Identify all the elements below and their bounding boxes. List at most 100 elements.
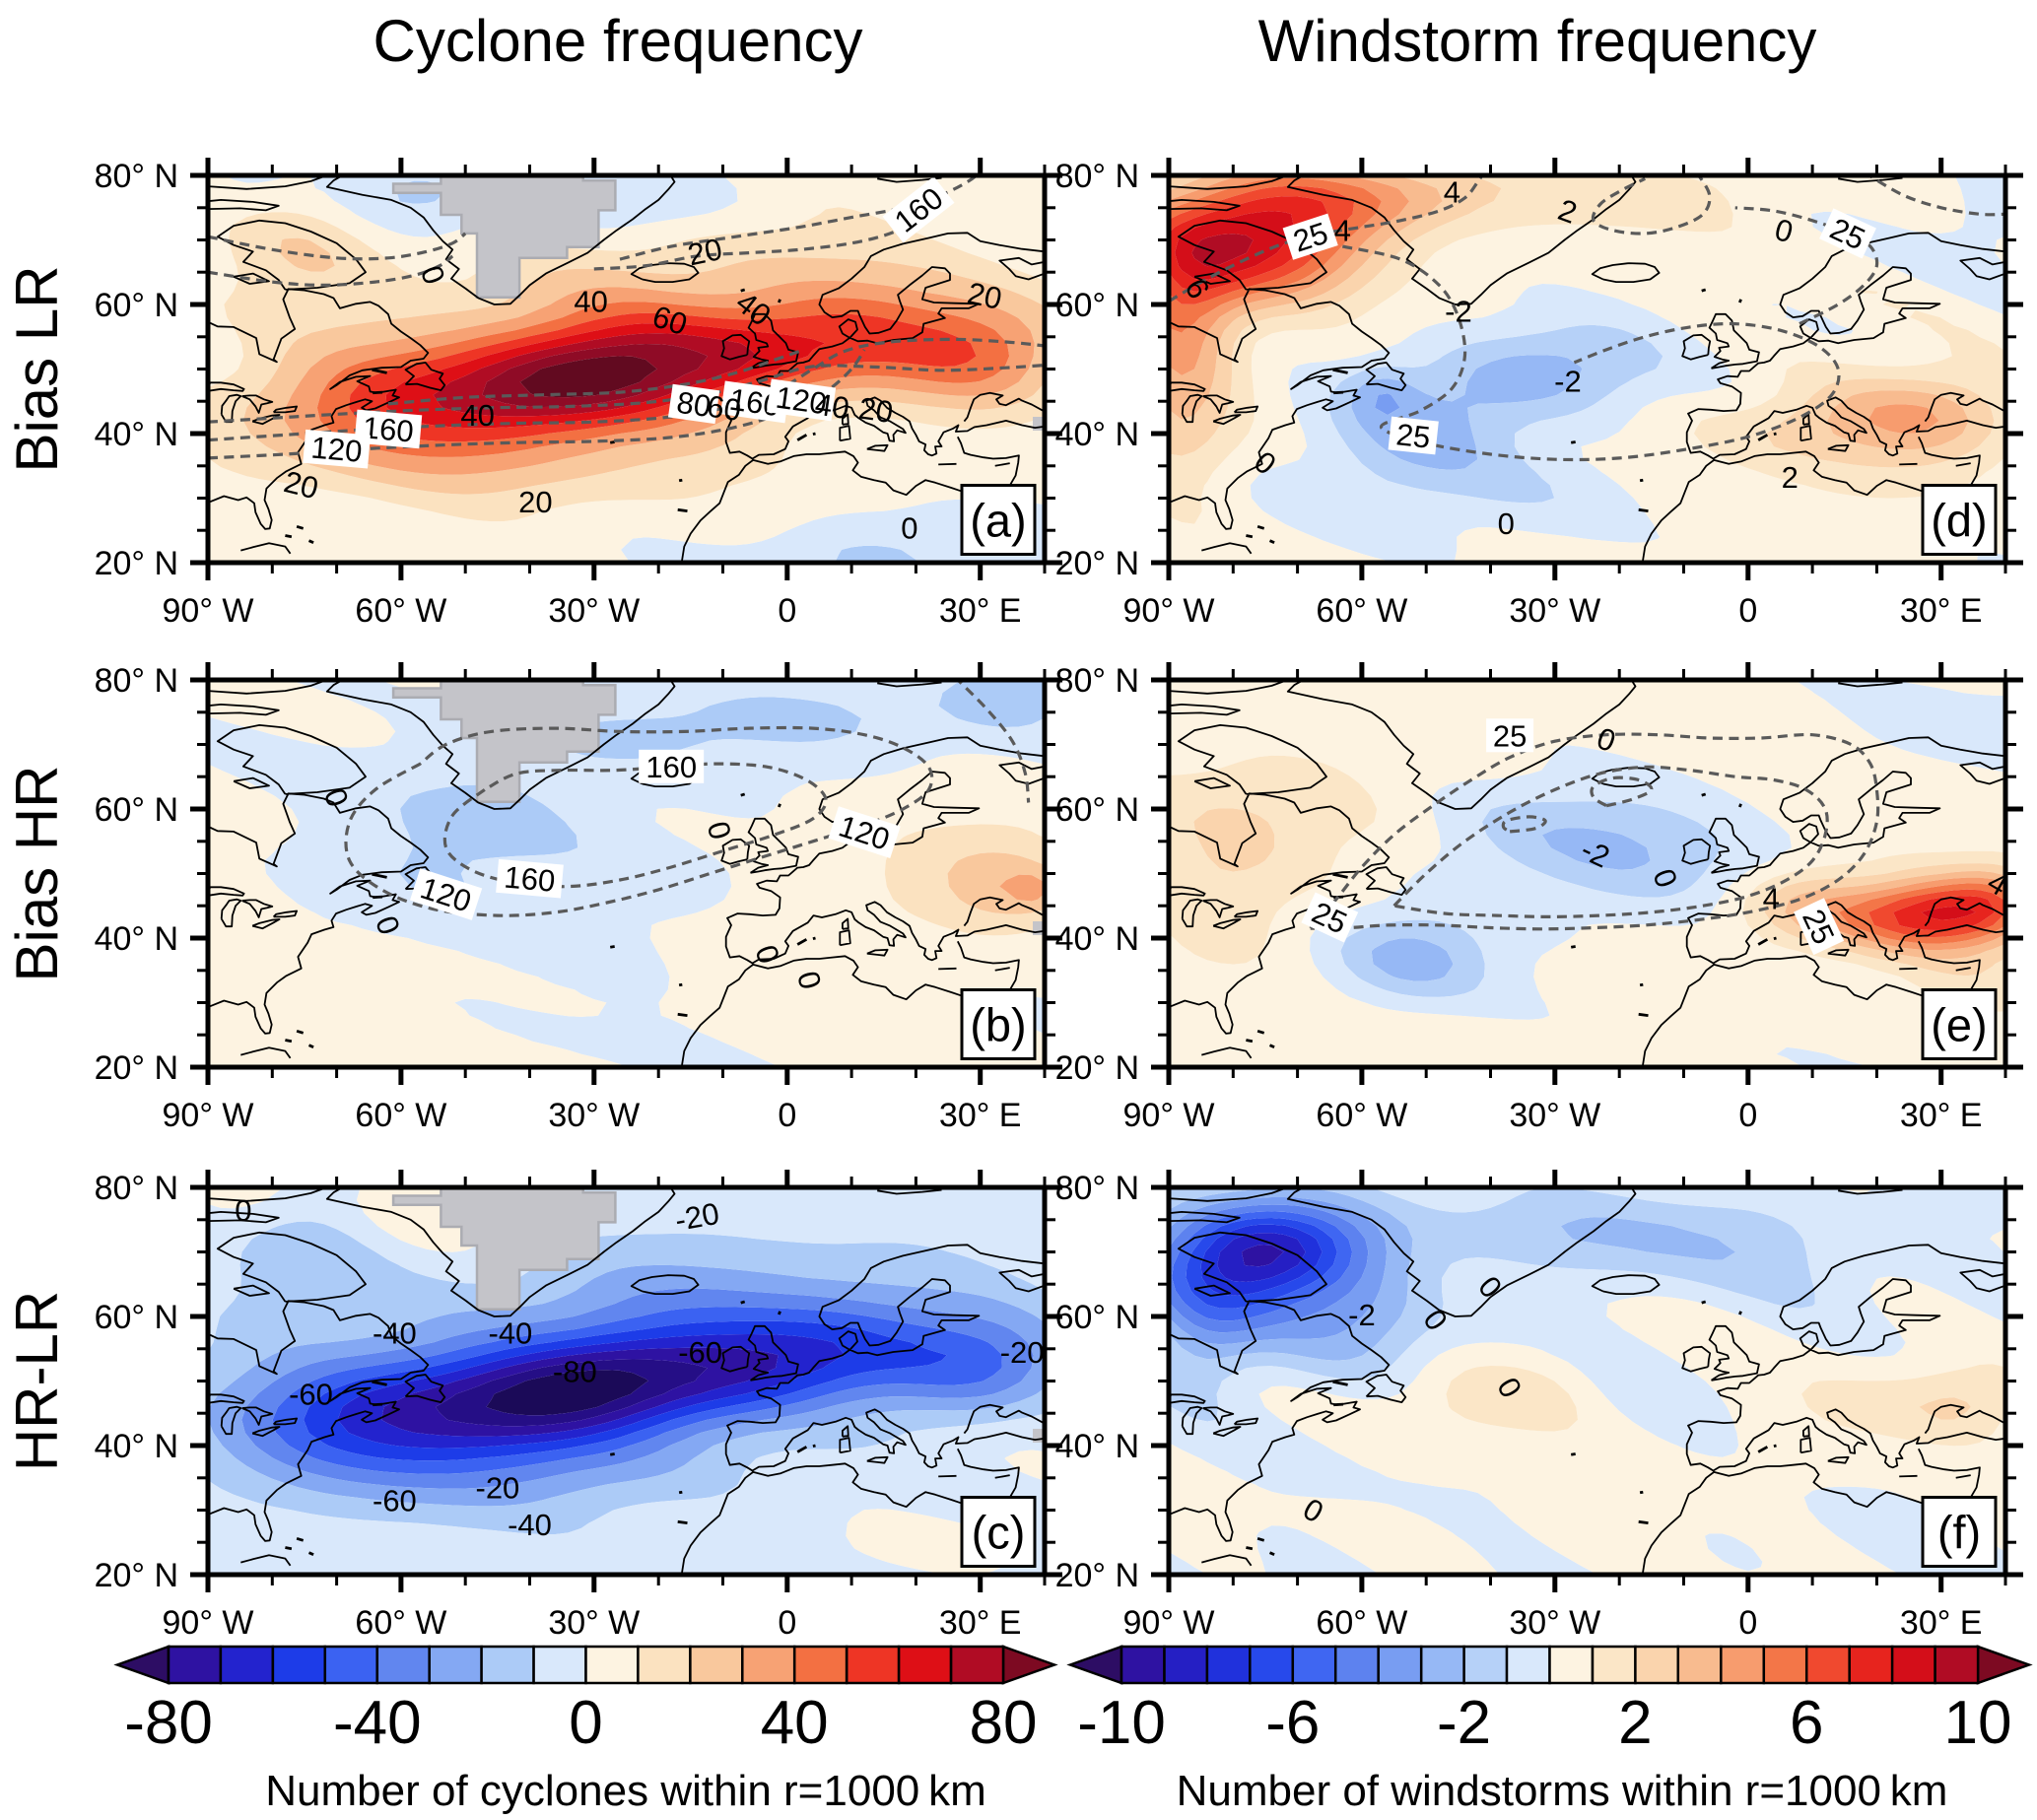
svg-text:25: 25	[1493, 718, 1527, 753]
svg-text:80° N: 80° N	[1055, 662, 1139, 700]
svg-text:0: 0	[1498, 506, 1515, 541]
svg-text:(c): (c)	[972, 1507, 1026, 1559]
svg-text:(e): (e)	[1931, 999, 1987, 1051]
svg-text:(a): (a)	[970, 495, 1026, 547]
svg-text:60° N: 60° N	[1055, 287, 1139, 324]
svg-text:Number of cyclones within r=10: Number of cyclones within r=1000 km	[265, 1767, 985, 1815]
svg-text:0: 0	[1738, 592, 1757, 630]
svg-text:-20: -20	[1000, 1335, 1045, 1370]
svg-text:-60: -60	[289, 1378, 333, 1412]
svg-text:0: 0	[778, 1604, 796, 1642]
svg-text:0: 0	[1738, 1604, 1757, 1642]
svg-text:2: 2	[1782, 460, 1799, 495]
svg-text:80° N: 80° N	[1055, 158, 1139, 195]
svg-text:Windstorm frequency: Windstorm frequency	[1258, 8, 1817, 74]
svg-text:40° N: 40° N	[1055, 920, 1139, 958]
svg-text:20° N: 20° N	[95, 545, 178, 582]
svg-text:90° W: 90° W	[1123, 1097, 1215, 1134]
svg-text:60° W: 60° W	[1316, 1097, 1407, 1134]
svg-text:80: 80	[675, 385, 713, 424]
svg-text:-2: -2	[1348, 1298, 1376, 1332]
svg-text:0: 0	[1738, 1097, 1757, 1134]
svg-text:Bias LR: Bias LR	[4, 265, 70, 472]
svg-text:60° W: 60° W	[1316, 1604, 1407, 1642]
svg-text:30° W: 30° W	[1509, 592, 1600, 630]
svg-text:20° N: 20° N	[1055, 1049, 1139, 1087]
svg-text:60° W: 60° W	[1316, 592, 1407, 630]
svg-text:40: 40	[574, 285, 607, 319]
svg-text:25: 25	[1394, 417, 1432, 454]
svg-text:20° N: 20° N	[95, 1557, 178, 1594]
svg-text:-2: -2	[1554, 364, 1582, 398]
svg-text:(b): (b)	[970, 999, 1026, 1051]
svg-text:160: 160	[503, 860, 557, 899]
svg-text:-80: -80	[553, 1355, 597, 1389]
svg-text:90° W: 90° W	[1123, 1604, 1215, 1642]
svg-text:80° N: 80° N	[1055, 1170, 1139, 1207]
svg-text:-60: -60	[678, 1335, 722, 1370]
svg-text:-80: -80	[124, 1689, 213, 1757]
svg-text:60: 60	[705, 389, 743, 428]
svg-text:90° W: 90° W	[1123, 592, 1215, 630]
svg-text:Cyclone frequency: Cyclone frequency	[373, 8, 863, 74]
svg-text:60° W: 60° W	[355, 1604, 446, 1642]
svg-text:4: 4	[1763, 881, 1780, 915]
svg-text:20° N: 20° N	[1055, 1557, 1139, 1594]
svg-text:(f): (f)	[1937, 1507, 1981, 1559]
svg-text:4: 4	[1334, 214, 1351, 248]
svg-text:40° N: 40° N	[1055, 1428, 1139, 1465]
svg-text:60° N: 60° N	[95, 287, 178, 324]
svg-text:HR-LR: HR-LR	[4, 1291, 70, 1471]
svg-text:20: 20	[281, 464, 322, 506]
svg-text:80° N: 80° N	[95, 158, 178, 195]
svg-text:40° N: 40° N	[95, 1428, 178, 1465]
svg-text:20: 20	[965, 276, 1005, 316]
svg-text:40: 40	[761, 1689, 829, 1757]
svg-text:40° N: 40° N	[95, 920, 178, 958]
svg-text:40° N: 40° N	[1055, 416, 1139, 453]
svg-text:30° E: 30° E	[939, 1097, 1022, 1134]
svg-text:30° W: 30° W	[548, 1097, 640, 1134]
svg-text:80° N: 80° N	[95, 662, 178, 700]
svg-text:60° W: 60° W	[355, 1097, 446, 1134]
svg-text:30° W: 30° W	[1509, 1097, 1600, 1134]
svg-text:Number of windstorms within r=: Number of windstorms within r=1000 km	[1177, 1767, 1948, 1815]
svg-text:-6: -6	[1265, 1689, 1320, 1757]
svg-text:30° W: 30° W	[548, 592, 640, 630]
svg-text:60° N: 60° N	[1055, 1299, 1139, 1336]
svg-text:80: 80	[970, 1689, 1038, 1757]
svg-text:2: 2	[1618, 1689, 1652, 1757]
svg-text:20: 20	[856, 391, 895, 430]
svg-text:-40: -40	[488, 1315, 532, 1350]
svg-text:90° W: 90° W	[163, 1604, 254, 1642]
svg-text:-2: -2	[1437, 1689, 1491, 1757]
svg-text:(d): (d)	[1931, 495, 1987, 547]
svg-text:10: 10	[1944, 1689, 2012, 1757]
svg-text:-20: -20	[475, 1471, 519, 1506]
svg-text:-20: -20	[672, 1196, 721, 1238]
svg-text:0: 0	[235, 1193, 251, 1228]
svg-text:0: 0	[901, 511, 917, 546]
svg-text:30° E: 30° E	[1900, 1604, 1983, 1642]
svg-text:-10: -10	[1077, 1689, 1166, 1757]
svg-text:20: 20	[518, 485, 552, 519]
svg-text:20° N: 20° N	[1055, 545, 1139, 582]
svg-text:Bias HR: Bias HR	[4, 765, 70, 981]
svg-text:-40: -40	[373, 1315, 417, 1350]
svg-text:30° E: 30° E	[939, 1604, 1022, 1642]
svg-text:0: 0	[778, 1097, 796, 1134]
svg-text:0: 0	[569, 1689, 602, 1757]
svg-text:60° N: 60° N	[1055, 791, 1139, 829]
svg-text:120: 120	[774, 379, 829, 421]
svg-text:-60: -60	[373, 1484, 417, 1518]
svg-text:-40: -40	[508, 1508, 552, 1542]
svg-text:30° E: 30° E	[939, 592, 1022, 630]
svg-text:-40: -40	[333, 1689, 422, 1757]
svg-text:4: 4	[1444, 174, 1460, 209]
svg-text:0: 0	[778, 592, 796, 630]
svg-text:20: 20	[685, 232, 725, 272]
svg-text:6: 6	[1790, 1689, 1823, 1757]
svg-text:160: 160	[645, 750, 697, 784]
svg-text:30° W: 30° W	[548, 1604, 640, 1642]
svg-text:90° W: 90° W	[163, 592, 254, 630]
